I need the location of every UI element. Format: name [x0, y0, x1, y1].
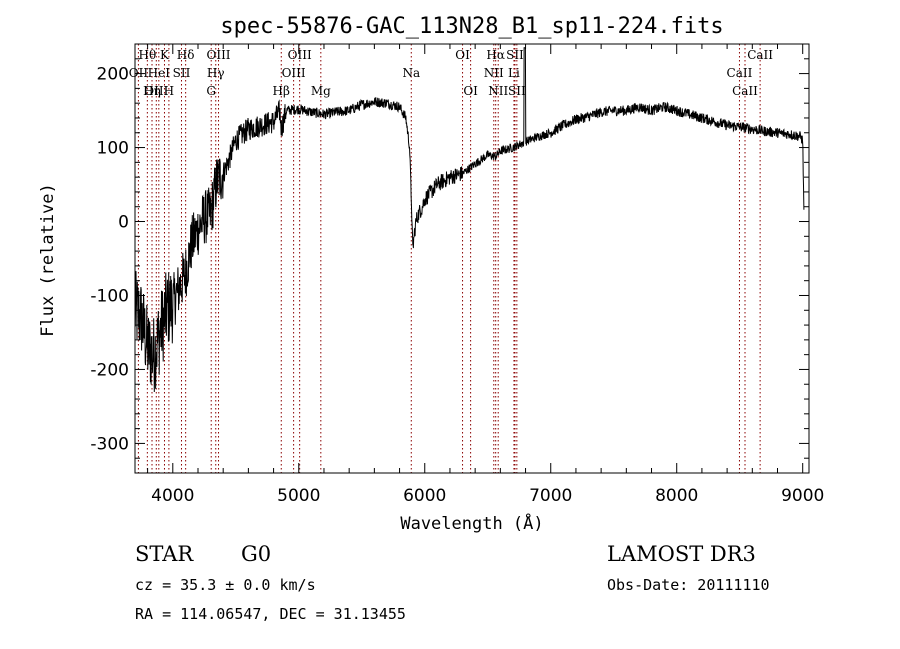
spectral-line-label: OI	[463, 84, 478, 98]
ra-dec-coordinates: RA = 114.06547, DEC = 31.13455	[135, 605, 406, 623]
spectral-line-label: Hδ	[177, 48, 195, 62]
y-tick-label: -300	[90, 434, 129, 454]
redshift-cz: cz = 35.3 ± 0.0 km/s	[135, 576, 316, 594]
survey-name: LAMOST DR3	[607, 542, 756, 566]
spectral-line-label: Hα	[486, 48, 505, 62]
object-subclass: G0	[241, 542, 271, 566]
plot-frame	[134, 43, 810, 474]
spectral-line-label: SII	[173, 66, 191, 80]
spectral-line-label: NII	[488, 84, 508, 98]
spectral-line-label: SII	[508, 84, 526, 98]
x-tick-label: 7000	[529, 486, 572, 506]
spectral-line-label: K	[160, 48, 170, 62]
spectral-line-label: CaII	[747, 48, 773, 62]
spectral-line-label: HeI	[148, 66, 171, 80]
chart-title: spec-55876-GAC_113N28_B1_sp11-224.fits	[220, 14, 723, 39]
observation-date: Obs-Date: 20111110	[607, 576, 770, 594]
spectral-line-label: Hβ	[273, 84, 290, 98]
y-tick-label: 0	[118, 213, 129, 233]
spectral-line-label: OIII	[282, 66, 306, 80]
spectral-line-label: OIII	[144, 84, 168, 98]
spectral-line-label: Hθ	[138, 48, 156, 62]
x-tick-label: 8000	[655, 486, 698, 506]
spectrum-line	[134, 47, 805, 393]
spectral-line-label: OII	[129, 66, 149, 80]
y-tick-label: -200	[90, 360, 129, 380]
y-tick-label: -100	[90, 286, 129, 306]
spectral-line-label: Hη	[143, 84, 161, 98]
spectral-line-label: Hγ	[207, 66, 225, 80]
spectral-line-label: OIII	[206, 48, 230, 62]
spectral-line-label: OIII	[288, 48, 312, 62]
x-tick-label: 9000	[781, 486, 824, 506]
spectral-line-label: Na	[402, 66, 420, 80]
spectral-line-label: OI	[455, 48, 470, 62]
y-axis-label: Flux (relative)	[38, 183, 58, 337]
spectral-line-label: G	[206, 84, 216, 98]
x-tick-label: 6000	[403, 486, 446, 506]
spectral-line-labels: Hθ OII OIII K Hη HeI H SII Hδ OIII Hγ G Hβ OIII OIII Mg…	[129, 48, 774, 98]
spectral-line-markers	[137, 44, 761, 473]
spectral-line-label: Mg	[311, 84, 331, 98]
spectral-line-label: CaII	[727, 66, 753, 80]
spectral-line-label: Li	[508, 66, 520, 80]
y-axis-ticks: -300 -200 -100 0 100 200	[90, 43, 809, 459]
object-class: STAR	[135, 542, 194, 566]
x-tick-label: 5000	[277, 486, 320, 506]
spectral-line-label: NII	[484, 66, 504, 80]
spectral-line-label: H	[164, 84, 174, 98]
x-axis-label: Wavelength (Å)	[400, 512, 543, 534]
spectral-line-label: CaII	[732, 84, 758, 98]
y-tick-label: 100	[97, 139, 129, 159]
y-tick-label: 200	[97, 65, 129, 85]
x-tick-label: 4000	[151, 486, 194, 506]
spectral-line-label: SII	[506, 48, 524, 62]
x-axis-ticks: 4000 5000 6000 7000 8000 9000	[147, 44, 824, 506]
